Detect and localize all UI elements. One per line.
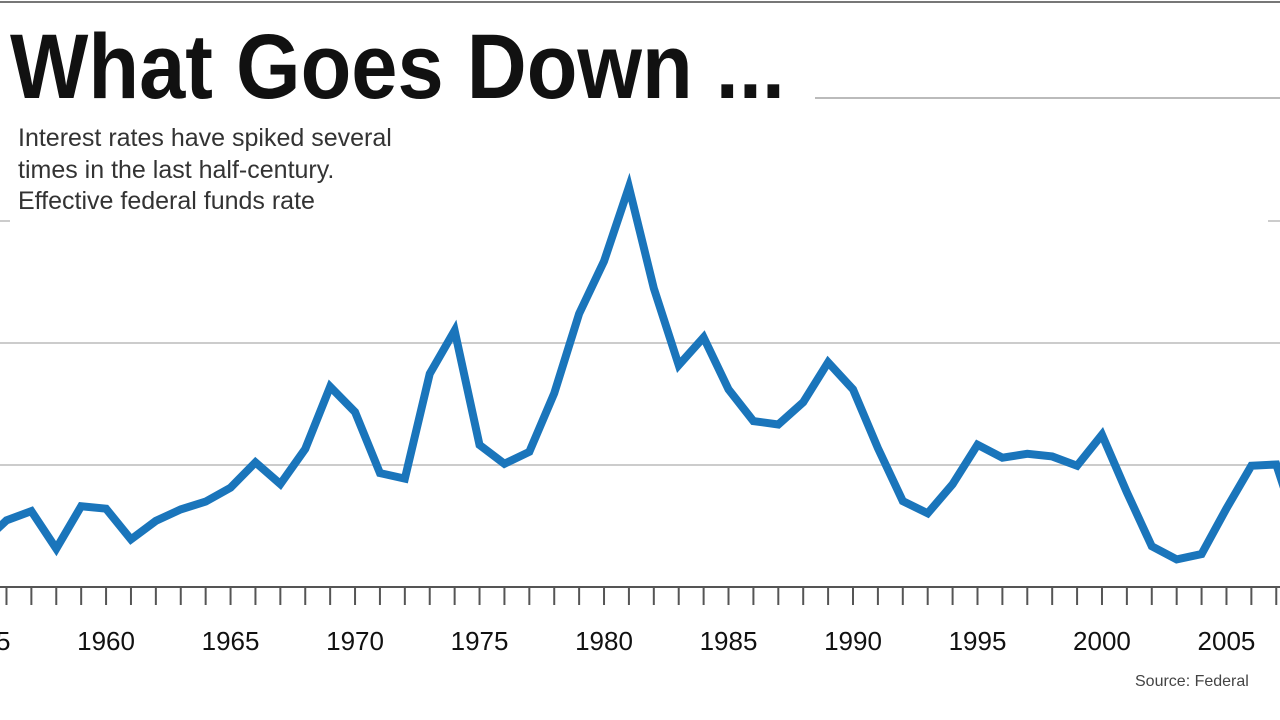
- subtitle: times in the last half-century.: [18, 156, 334, 184]
- x-tick-label: 1965: [202, 626, 260, 656]
- subtitle: Interest rates have spiked several: [18, 124, 392, 152]
- x-tick-label: 1960: [77, 626, 135, 656]
- x-tick-label: 1995: [949, 626, 1007, 656]
- x-tick-label: 1955: [0, 626, 10, 656]
- x-tick-label: 2000: [1073, 626, 1131, 656]
- x-tick-label: 2005: [1198, 626, 1256, 656]
- x-tick-label: 1990: [824, 626, 882, 656]
- x-tick-label: 1970: [326, 626, 384, 656]
- x-tick-label: 1980: [575, 626, 633, 656]
- header: What Goes Down ... Interest rates have s…: [0, 1, 1280, 690]
- subtitle: Effective federal funds rate: [18, 187, 315, 215]
- x-tick-label: 1975: [451, 626, 509, 656]
- chart-title: What Goes Down ...: [10, 16, 785, 118]
- x-tick-label: 1985: [700, 626, 758, 656]
- header-backdrop: [10, 100, 1268, 228]
- data-line: [0, 172, 1280, 564]
- source: Source: Federal: [1135, 673, 1249, 690]
